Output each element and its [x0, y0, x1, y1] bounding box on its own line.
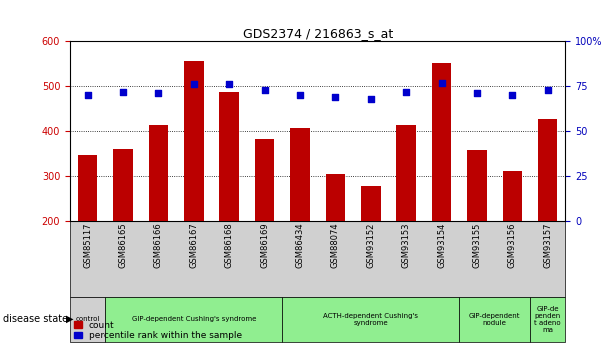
Bar [219, 92, 239, 221]
Bar [290, 128, 309, 221]
Point [295, 92, 305, 98]
Bar [78, 155, 97, 221]
Text: GIP-dependent Cushing's syndrome: GIP-dependent Cushing's syndrome [131, 316, 256, 322]
Point [508, 92, 517, 98]
Text: ACTH-dependent Cushing's
syndrome: ACTH-dependent Cushing's syndrome [323, 313, 418, 326]
Bar [432, 63, 451, 221]
Bar [503, 171, 522, 221]
Bar [530, 297, 565, 342]
Bar [282, 297, 459, 342]
Bar [105, 297, 282, 342]
Bar [361, 186, 381, 221]
Bar [326, 174, 345, 221]
Text: ▶: ▶ [66, 314, 73, 324]
Legend: count, percentile rank within the sample: count, percentile rank within the sample [74, 321, 242, 341]
Bar [538, 119, 558, 221]
Point [83, 92, 92, 98]
Text: GIP-de
penden
t adeno
ma: GIP-de penden t adeno ma [534, 306, 561, 333]
Point [189, 82, 199, 87]
Point [154, 91, 164, 96]
Point [401, 89, 411, 95]
Bar [459, 297, 530, 342]
Bar [184, 61, 204, 221]
Point [543, 87, 553, 92]
Point [260, 87, 269, 92]
Title: GDS2374 / 216863_s_at: GDS2374 / 216863_s_at [243, 27, 393, 40]
Point [472, 91, 482, 96]
Point [118, 89, 128, 95]
Text: control: control [75, 316, 100, 322]
Point [366, 96, 376, 101]
Bar [255, 139, 274, 221]
Point [331, 94, 340, 100]
Point [224, 82, 234, 87]
Bar [467, 150, 486, 221]
Bar [396, 125, 416, 221]
Bar [149, 125, 168, 221]
Point [437, 80, 446, 86]
Bar [113, 149, 133, 221]
Bar [70, 297, 105, 342]
Text: GIP-dependent
nodule: GIP-dependent nodule [469, 313, 520, 326]
Text: disease state: disease state [3, 314, 68, 324]
